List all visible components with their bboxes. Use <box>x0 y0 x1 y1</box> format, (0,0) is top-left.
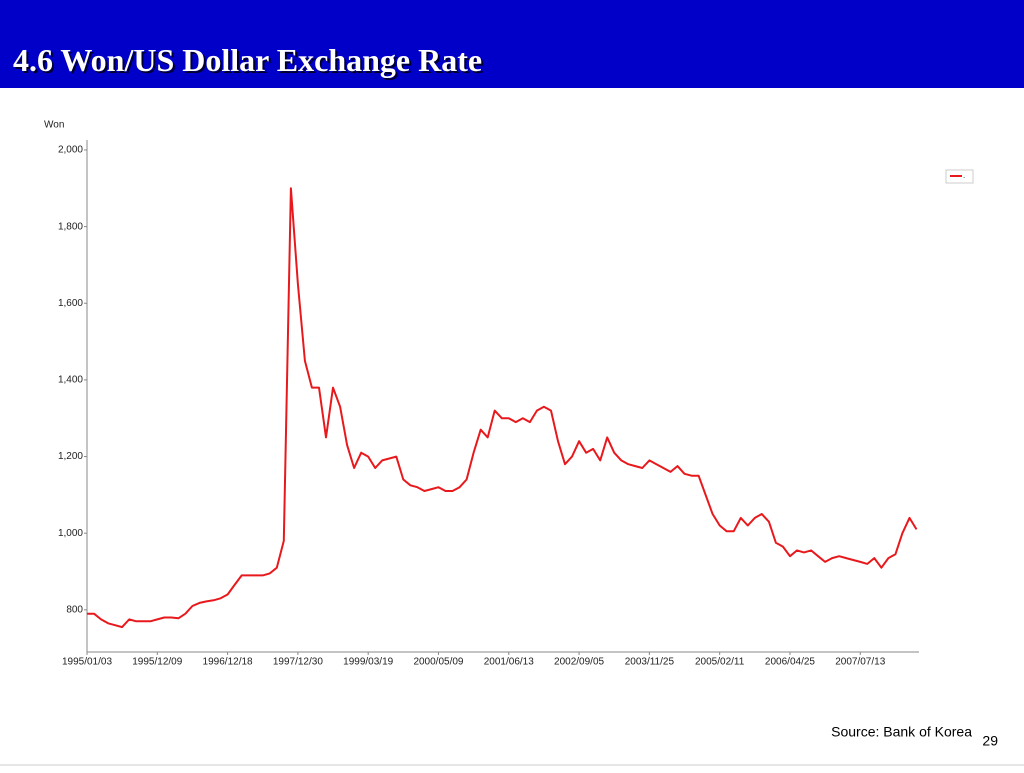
y-tick-label: 1,600 <box>58 298 83 309</box>
y-tick-label: 800 <box>66 604 83 615</box>
y-tick-label: 1,200 <box>58 451 83 462</box>
x-tick-label: 1995/12/09 <box>132 657 182 668</box>
x-tick-label: 2001/06/13 <box>484 657 534 668</box>
x-tick-label: 1995/01/03 <box>62 657 112 668</box>
line-series <box>87 187 918 629</box>
chart-title: 4.6 Won/US Dollar Exchange Rate <box>13 42 482 78</box>
x-tick-label: 2007/07/13 <box>835 657 885 668</box>
x-tick-label: 2003/11/25 <box>625 657 675 668</box>
title-bar <box>0 0 1024 88</box>
x-tick-label: 1996/12/18 <box>203 657 253 668</box>
y-tick-label: 2,000 <box>58 145 83 156</box>
x-tick-label: 1997/12/30 <box>273 657 323 668</box>
title-shadow: 4.6 Won/US Dollar Exchange Rate <box>15 44 484 80</box>
x-tick-label: 2000/05/09 <box>413 657 463 668</box>
y-tick-label: 1,000 <box>58 528 83 539</box>
y-tick-label: 1,800 <box>58 221 83 232</box>
x-tick-label: 2002/09/05 <box>554 657 604 668</box>
x-tick-label: 1999/03/19 <box>343 657 393 668</box>
legend-label: . <box>963 171 965 180</box>
y-axis-label: Won <box>44 120 64 131</box>
page-number: 29 <box>982 733 998 749</box>
x-tick-label: 2006/04/25 <box>765 657 815 668</box>
x-tick-label: 2005/02/11 <box>695 657 745 668</box>
source-note: Source: Bank of Korea <box>831 724 972 740</box>
y-tick-label: 1,400 <box>58 375 83 386</box>
